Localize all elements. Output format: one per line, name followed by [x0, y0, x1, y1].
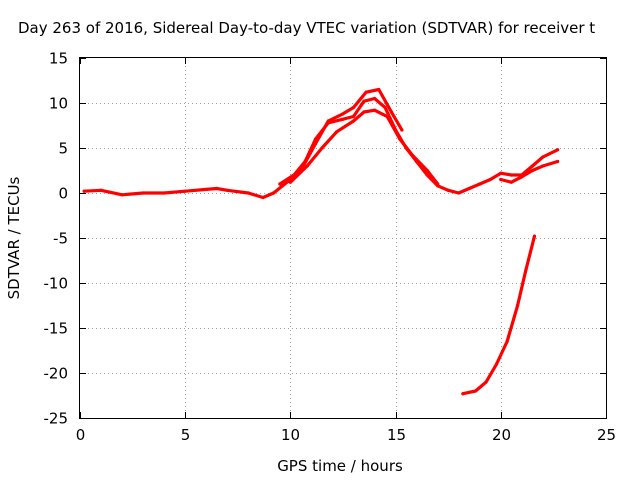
data-point — [400, 128, 404, 132]
data-point — [488, 177, 492, 182]
x-tick-label: 5 — [181, 426, 191, 444]
data-point — [305, 164, 309, 168]
series-line-tail-branch — [499, 159, 560, 184]
data-point — [389, 110, 393, 114]
data-point — [556, 159, 560, 164]
data-point — [320, 146, 324, 150]
data-point — [499, 171, 503, 175]
data-point — [505, 339, 509, 344]
data-point — [446, 188, 450, 192]
chart-title: Day 263 of 2016, Sidereal Day-to-day VTE… — [18, 19, 595, 37]
y-tick-label: 0 — [58, 185, 68, 203]
data-point — [541, 155, 545, 159]
data-point — [516, 303, 520, 308]
data-point — [341, 117, 345, 121]
data-point — [335, 130, 339, 134]
series-line-lower-band — [288, 108, 440, 186]
y-axis-label: SDTVAR / TECUs — [5, 176, 23, 299]
x-tick-label: 25 — [597, 426, 616, 444]
data-point — [425, 173, 429, 177]
data-point — [288, 180, 292, 184]
x-tick-label: 20 — [492, 426, 511, 444]
data-point — [362, 99, 366, 103]
data-point — [457, 191, 461, 195]
data-point — [362, 110, 366, 114]
data-point — [162, 191, 166, 195]
data-point — [278, 182, 282, 186]
data-point — [351, 119, 356, 123]
data-point — [524, 267, 528, 272]
data-point — [82, 189, 86, 193]
data-point — [225, 188, 229, 192]
data-point — [120, 193, 124, 197]
data-point — [530, 164, 535, 168]
data-point — [351, 105, 356, 110]
data-point — [215, 186, 219, 191]
data-point — [509, 180, 513, 184]
y-tick-label: -10 — [44, 275, 69, 293]
data-point — [425, 168, 429, 173]
y-tick-label: 15 — [49, 50, 68, 68]
series-line-upper-band — [278, 87, 404, 186]
data-point — [398, 137, 402, 141]
x-axis-label: GPS time / hours — [277, 457, 403, 475]
data-point — [377, 87, 381, 92]
data-point — [261, 195, 265, 200]
data-point — [474, 389, 478, 393]
data-point — [326, 119, 330, 123]
data-point — [520, 175, 524, 179]
x-tick-label: 10 — [281, 426, 300, 444]
data-point — [99, 188, 103, 192]
y-tick-label: -15 — [44, 320, 69, 338]
data-point — [204, 187, 208, 191]
data-point — [341, 112, 345, 116]
data-point — [556, 148, 560, 152]
data-point — [532, 234, 537, 238]
data-point — [383, 105, 387, 110]
data-point — [478, 182, 482, 186]
data-point — [385, 114, 389, 119]
data-point — [509, 173, 513, 177]
data-point — [246, 191, 250, 195]
data-point — [373, 108, 377, 112]
y-tick-label: -5 — [53, 230, 68, 248]
data-point — [484, 380, 488, 384]
y-tick-label: 5 — [58, 140, 68, 158]
plot-frame — [79, 57, 607, 419]
y-tick-label: -20 — [44, 365, 69, 383]
data-point — [351, 114, 356, 119]
data-point — [495, 362, 499, 366]
data-point — [410, 153, 414, 157]
y-tick-label: 10 — [49, 95, 68, 113]
data-point — [373, 96, 377, 101]
series-line-negative-branch — [461, 234, 537, 396]
data-point — [467, 186, 471, 191]
data-point — [141, 191, 145, 195]
data-point — [314, 141, 318, 146]
data-point — [499, 177, 503, 182]
data-point — [541, 164, 545, 168]
x-tick-label: 15 — [387, 426, 406, 444]
data-point — [436, 182, 440, 186]
x-tick-label: 0 — [76, 426, 86, 444]
data-point — [183, 189, 187, 193]
data-point — [272, 191, 276, 195]
y-tick-label: -25 — [44, 410, 69, 428]
data-point — [461, 392, 465, 396]
data-point — [364, 90, 368, 94]
data-point — [530, 168, 535, 173]
